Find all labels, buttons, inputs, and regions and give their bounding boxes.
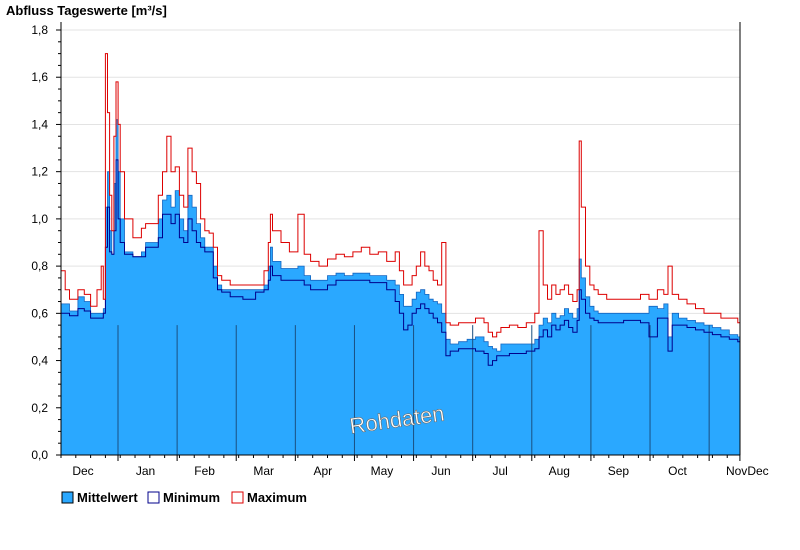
x-month-label: Dec xyxy=(747,464,768,478)
y-tick-label: 0,0 xyxy=(31,448,48,462)
series-line-maximum xyxy=(61,53,740,338)
axes: 0,0 0,2 0,4 0,6 0,8 1,0 1,2 1,4 1,6 1,8 Dec Jan Feb M… xyxy=(31,22,769,478)
legend-label-mittelwert: Mittelwert xyxy=(77,490,138,505)
y-tick-label: 1,4 xyxy=(31,117,48,131)
plot-area xyxy=(60,53,741,456)
y-tick-label: 0,6 xyxy=(31,306,48,320)
series-area-mittelwert xyxy=(60,119,741,456)
series-line-minimum xyxy=(61,159,740,366)
legend-label-maximum: Maximum xyxy=(247,490,307,505)
y-tick-label: 1,0 xyxy=(31,212,48,226)
x-month-label: Jun xyxy=(431,464,450,478)
x-month-label: Dec xyxy=(72,464,93,478)
x-month-label: Sep xyxy=(608,464,630,478)
legend-swatch-maximum xyxy=(231,491,244,504)
legend-swatch-minimum xyxy=(147,491,160,504)
legend-swatch-mittelwert xyxy=(61,491,74,504)
legend: Mittelwert Minimum Maximum xyxy=(61,490,307,505)
x-month-label: Mar xyxy=(253,464,274,478)
y-tick-label: 1,8 xyxy=(31,23,48,37)
x-month-label: Oct xyxy=(668,464,687,478)
x-month-label: Jan xyxy=(136,464,155,478)
y-tick-label: 1,2 xyxy=(31,165,48,179)
x-month-label: Jul xyxy=(493,464,508,478)
x-month-label: May xyxy=(371,464,394,478)
y-tick-label: 0,8 xyxy=(31,259,48,273)
y-tick-label: 0,4 xyxy=(31,354,48,368)
chart-title: Abfluss Tageswerte [m³/s] xyxy=(6,3,167,18)
x-month-label: Feb xyxy=(194,464,215,478)
legend-label-minimum: Minimum xyxy=(163,490,220,505)
y-tick-label: 0,2 xyxy=(31,401,48,415)
x-month-label: Aug xyxy=(549,464,570,478)
y-tick-label: 1,6 xyxy=(31,70,48,84)
x-month-label: Apr xyxy=(313,464,332,478)
x-month-label: Nov xyxy=(726,464,747,478)
